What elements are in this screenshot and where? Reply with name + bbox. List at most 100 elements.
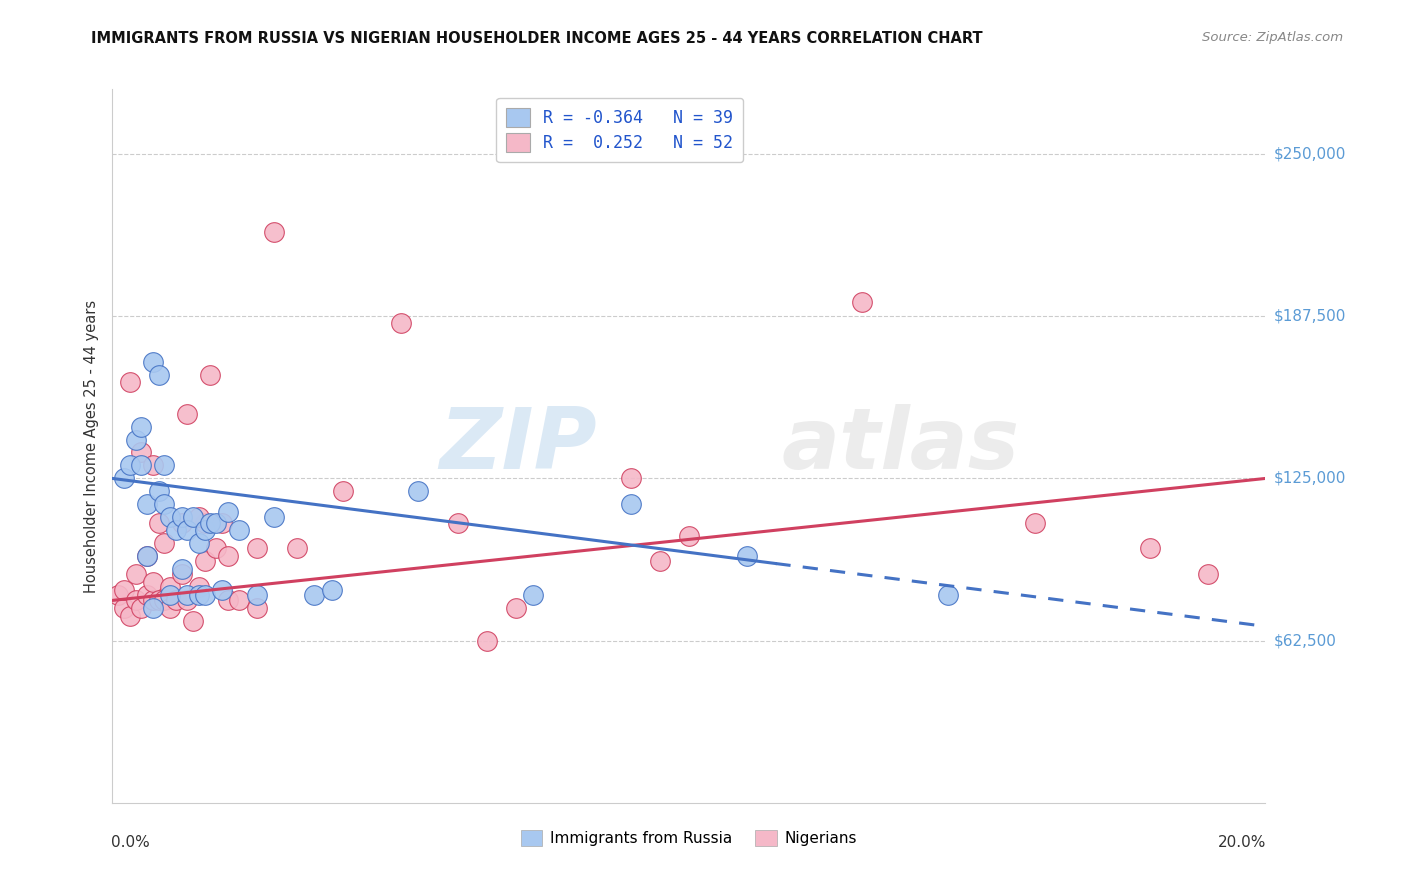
Text: $187,500: $187,500 <box>1274 309 1346 324</box>
Point <box>321 582 343 597</box>
Point <box>1024 516 1046 530</box>
Point <box>285 541 308 556</box>
Point <box>188 510 211 524</box>
Text: $250,000: $250,000 <box>1274 146 1346 161</box>
Point <box>188 588 211 602</box>
Point <box>620 471 643 485</box>
Point <box>475 633 499 648</box>
Point <box>194 588 217 602</box>
Point <box>176 524 198 538</box>
Point <box>678 528 700 542</box>
Point <box>129 458 153 473</box>
Point <box>136 497 159 511</box>
Point <box>181 510 204 524</box>
Point <box>522 588 544 602</box>
Text: atlas: atlas <box>782 404 1019 488</box>
Point <box>217 505 239 519</box>
Point <box>200 368 222 382</box>
Point <box>153 458 176 473</box>
Y-axis label: Householder Income Ages 25 - 44 years: Householder Income Ages 25 - 44 years <box>84 300 100 592</box>
Point <box>505 601 527 615</box>
Point <box>148 516 170 530</box>
Point <box>228 593 250 607</box>
Point <box>136 549 159 564</box>
Point <box>304 588 326 602</box>
Point <box>176 588 198 602</box>
Point <box>136 588 159 602</box>
Point <box>181 614 204 628</box>
Point <box>129 445 153 459</box>
Point <box>118 458 141 473</box>
Point <box>217 593 239 607</box>
Point <box>170 567 193 582</box>
Text: ZIP: ZIP <box>439 404 596 488</box>
Point <box>650 554 672 568</box>
Point <box>200 516 222 530</box>
Point <box>170 510 193 524</box>
Point <box>851 295 873 310</box>
Point <box>124 567 146 582</box>
Point <box>211 582 233 597</box>
Text: $125,000: $125,000 <box>1274 471 1346 486</box>
Point <box>148 593 170 607</box>
Text: Source: ZipAtlas.com: Source: ZipAtlas.com <box>1202 31 1343 45</box>
Point <box>1139 541 1161 556</box>
Point <box>176 593 198 607</box>
Point <box>735 549 758 564</box>
Point <box>620 497 643 511</box>
Point <box>389 316 412 330</box>
Point <box>205 541 228 556</box>
Point <box>165 524 187 538</box>
Point <box>406 484 429 499</box>
Point <box>263 225 285 239</box>
Point <box>936 588 959 602</box>
Point <box>246 588 269 602</box>
Point <box>194 524 217 538</box>
Text: 0.0%: 0.0% <box>111 835 150 850</box>
Point <box>332 484 354 499</box>
Point <box>159 601 181 615</box>
Text: IMMIGRANTS FROM RUSSIA VS NIGERIAN HOUSEHOLDER INCOME AGES 25 - 44 YEARS CORRELA: IMMIGRANTS FROM RUSSIA VS NIGERIAN HOUSE… <box>91 31 983 46</box>
Point <box>170 562 193 576</box>
Point <box>246 601 269 615</box>
Point <box>1197 567 1219 582</box>
Point <box>211 516 233 530</box>
Point <box>159 581 181 595</box>
Point <box>124 433 146 447</box>
Point <box>148 368 170 382</box>
Point <box>136 549 159 564</box>
Text: $62,500: $62,500 <box>1274 633 1337 648</box>
Point <box>188 581 211 595</box>
Point <box>142 354 165 368</box>
Point <box>142 601 165 615</box>
Point <box>194 516 217 530</box>
Point <box>159 588 181 602</box>
Point <box>176 407 198 421</box>
Point <box>112 471 135 485</box>
Point <box>142 593 165 607</box>
Point <box>124 593 146 607</box>
Point <box>263 510 285 524</box>
Point <box>194 554 217 568</box>
Point <box>142 575 165 590</box>
Point <box>246 541 269 556</box>
Point <box>217 549 239 564</box>
Point <box>153 593 176 607</box>
Point <box>142 458 165 473</box>
Text: 20.0%: 20.0% <box>1218 835 1267 850</box>
Point <box>159 510 181 524</box>
Point <box>112 582 135 597</box>
Legend: Immigrants from Russia, Nigerians: Immigrants from Russia, Nigerians <box>515 824 863 852</box>
Point <box>118 609 141 624</box>
Point <box>107 588 129 602</box>
Point <box>129 419 153 434</box>
Point <box>153 536 176 550</box>
Point <box>228 524 250 538</box>
Point <box>447 516 470 530</box>
Point <box>165 593 187 607</box>
Point <box>153 497 176 511</box>
Point <box>129 601 153 615</box>
Point <box>118 376 141 390</box>
Point <box>112 601 135 615</box>
Point <box>148 484 170 499</box>
